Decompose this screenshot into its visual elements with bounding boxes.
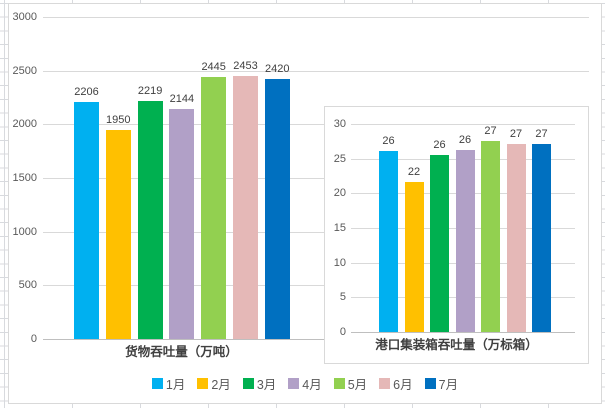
container-bar-label-3月: 26 xyxy=(433,138,446,151)
cargo-chart-axis-title: 货物吞吐量（万吨） xyxy=(125,345,238,359)
legend-item-label: 1月 xyxy=(165,378,186,392)
container-y-tick-label-25: 25 xyxy=(333,152,346,165)
cargo-gridline-1500 xyxy=(43,178,589,179)
legend-item-7月: 7月 xyxy=(424,374,459,393)
cargo-y-tick-label-1000: 1000 xyxy=(12,225,37,238)
container-chart-axis-title: 港口集装箱吞吐量（万标箱） xyxy=(375,338,538,352)
container-bar-5月 xyxy=(481,141,500,332)
legend-swatch-4月 xyxy=(288,378,300,389)
cargo-throughput-chart[interactable]: 3000 2500 2000 1500 1000 500 0 2206 1950 2219 2144… xyxy=(8,3,602,404)
cargo-y-tick-label-2000: 2000 xyxy=(12,118,37,131)
cargo-y-tick-label-2500: 2500 xyxy=(12,64,37,77)
container-bar-label-2月: 22 xyxy=(407,166,421,179)
cargo-bar-label-6月: 2453 xyxy=(233,59,258,72)
chart-legend: 1月 2月 3月 4月 5月 6月 7月 xyxy=(9,375,601,392)
cargo-bar-5月 xyxy=(201,76,227,339)
legend-item-2月: 2月 xyxy=(197,374,231,393)
container-y-tick-label-0: 0 xyxy=(339,326,346,338)
cargo-bar-label-5月: 2445 xyxy=(201,60,226,73)
legend-swatch-7月 xyxy=(424,378,436,389)
legend-swatch-3月 xyxy=(242,378,254,389)
container-y-tick-label-30: 30 xyxy=(333,118,346,130)
cargo-y-tick-label-1500: 1500 xyxy=(12,172,37,184)
container-y-tick-label-20: 20 xyxy=(333,187,346,200)
legend-item-3月: 3月 xyxy=(242,374,277,393)
container-bar-4月 xyxy=(455,150,475,332)
legend-item-label: 3月 xyxy=(256,378,277,392)
cargo-bar-label-3月: 2219 xyxy=(137,84,163,97)
container-y-tick-label-5: 5 xyxy=(339,291,346,304)
container-bar-label-1月: 26 xyxy=(382,135,395,148)
cargo-y-tick-label-500: 500 xyxy=(18,279,37,292)
legend-swatch-2月 xyxy=(197,378,209,389)
container-bar-6月 xyxy=(506,144,526,332)
cargo-bar-7月 xyxy=(264,79,290,339)
cargo-gridline-2000 xyxy=(43,124,589,126)
cargo-gridline-500 xyxy=(43,285,589,287)
legend-item-label: 4月 xyxy=(302,378,322,392)
legend-swatch-6月 xyxy=(379,378,391,389)
container-bar-label-4月: 26 xyxy=(458,134,472,147)
cargo-bar-label-4月: 2144 xyxy=(169,92,195,105)
cargo-gridline-3000 xyxy=(43,17,589,18)
legend-item-label: 7月 xyxy=(438,378,459,392)
cargo-gridline-2500 xyxy=(43,70,589,72)
cargo-bar-1月 xyxy=(74,102,99,339)
legend-item-5月: 5月 xyxy=(333,374,368,393)
container-bar-label-6月: 27 xyxy=(509,128,523,141)
legend-item-4月: 4月 xyxy=(288,374,322,393)
container-bar-2月 xyxy=(404,182,424,332)
container-gridline-0 xyxy=(351,332,575,333)
container-bar-label-7月: 27 xyxy=(535,128,548,141)
container-y-tick-label-10: 10 xyxy=(333,256,346,269)
cargo-y-tick-label-3000: 3000 xyxy=(12,11,37,23)
cargo-bar-2月 xyxy=(105,129,131,339)
cargo-y-tick-label-0: 0 xyxy=(30,333,37,345)
legend-swatch-5月 xyxy=(333,378,345,389)
legend-item-6月: 6月 xyxy=(379,374,413,393)
legend-swatch-1月 xyxy=(151,378,163,389)
legend-item-label: 6月 xyxy=(393,378,413,392)
cargo-bar-label-7月: 2420 xyxy=(265,63,290,76)
cargo-bar-3月 xyxy=(137,100,163,339)
cargo-bar-4月 xyxy=(169,108,195,339)
legend-item-1月: 1月 xyxy=(151,374,186,393)
container-bar-3月 xyxy=(430,154,449,332)
cargo-bar-label-1月: 2206 xyxy=(74,86,99,99)
cargo-gridline-0 xyxy=(43,339,589,340)
container-bar-label-5月: 27 xyxy=(484,125,497,138)
cargo-bar-6月 xyxy=(233,75,258,339)
legend-item-label: 2月 xyxy=(211,378,231,392)
container-gridline-30 xyxy=(351,124,575,125)
cargo-gridline-1000 xyxy=(43,231,589,233)
container-y-tick-label-15: 15 xyxy=(333,222,346,234)
cargo-bar-label-2月: 1950 xyxy=(106,113,131,126)
container-bar-7月 xyxy=(532,144,551,332)
container-bar-1月 xyxy=(379,151,398,332)
legend-item-label: 5月 xyxy=(347,378,368,392)
container-throughput-chart[interactable]: 30 25 20 15 10 5 0 26 22 26 26 27 27 27 港口集装箱吞吐量（万标箱） xyxy=(324,106,589,364)
